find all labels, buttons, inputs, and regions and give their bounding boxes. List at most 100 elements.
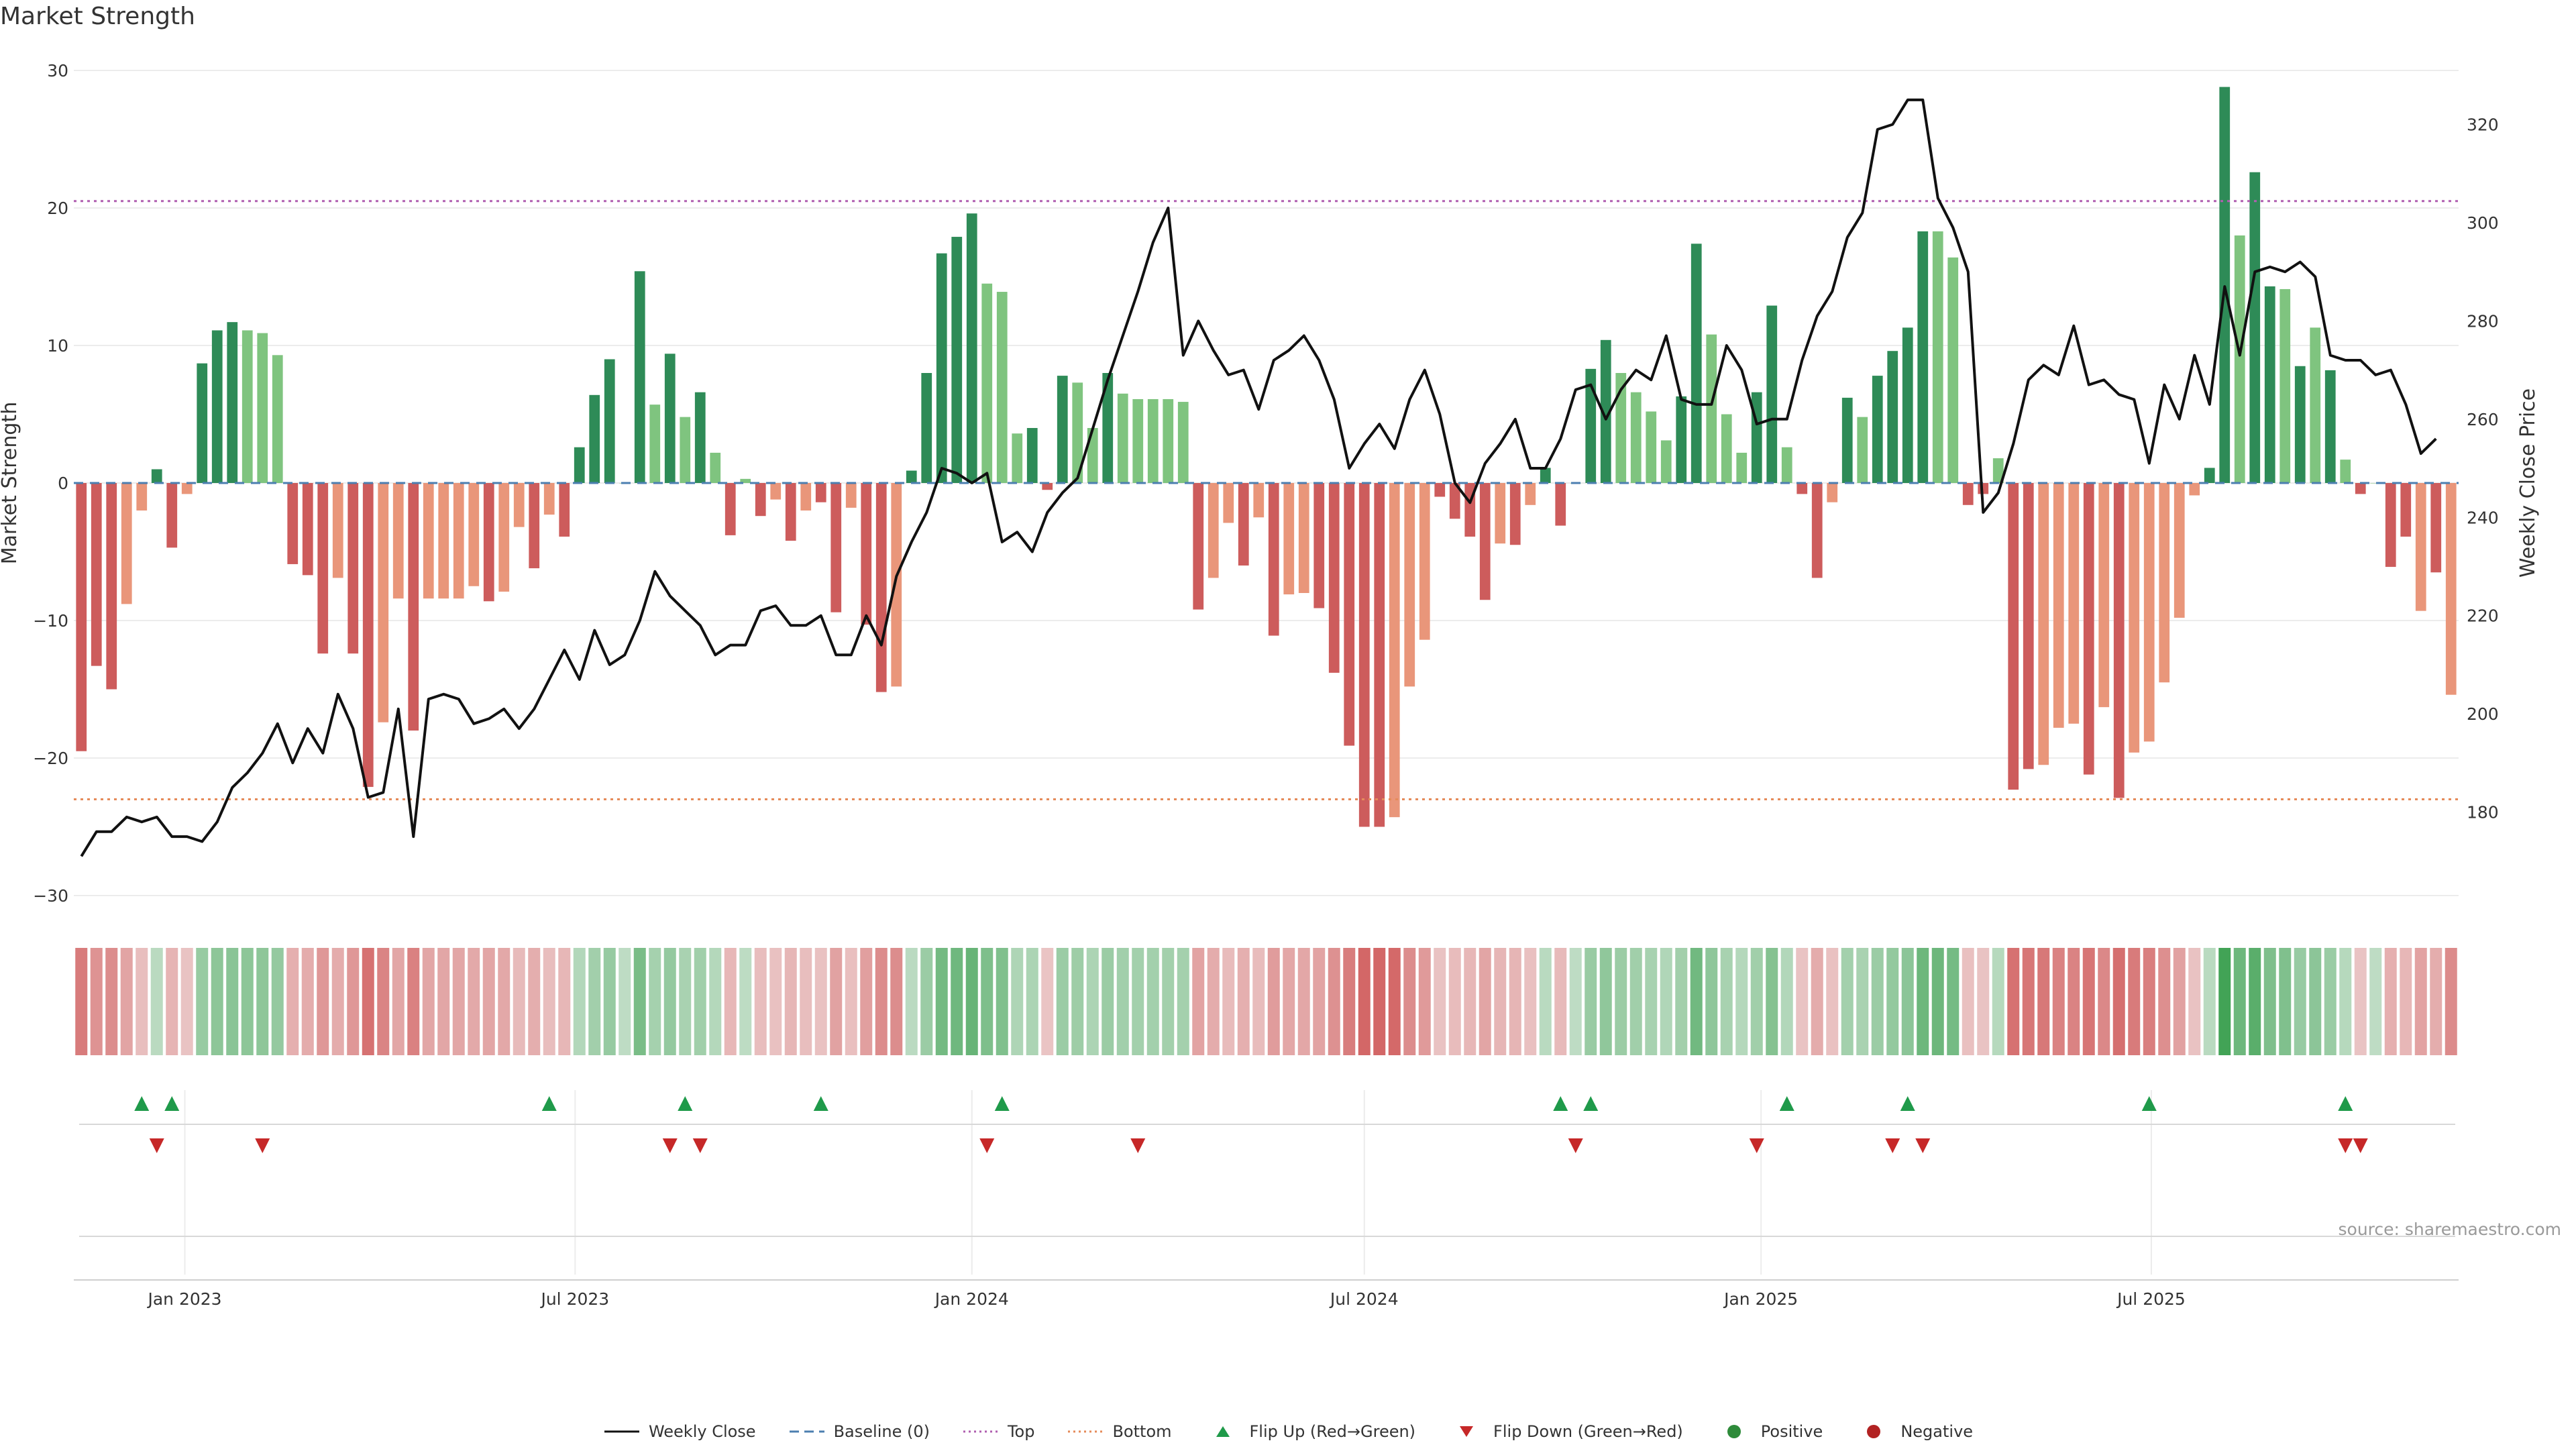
y-right-tick-label: 180 (2467, 803, 2499, 822)
heat-cell (1750, 948, 1763, 1055)
strength-bar (785, 483, 796, 541)
heat-cell (2414, 948, 2427, 1055)
heat-cell (724, 948, 737, 1055)
strength-bar (2068, 483, 2080, 724)
heat-cell (1479, 948, 1491, 1055)
heat-cell (1403, 948, 1416, 1055)
y-right-tick-label: 260 (2467, 410, 2499, 429)
strength-bar (1238, 483, 1249, 566)
heat-cell (1162, 948, 1175, 1055)
heat-cell (845, 948, 857, 1055)
strength-bar (1479, 483, 1491, 600)
heat-cell (1599, 948, 1612, 1055)
flip-up-marker (994, 1096, 1010, 1111)
strength-bar (2219, 87, 2231, 484)
heat-cell (2354, 948, 2367, 1055)
heat-cell (1886, 948, 1899, 1055)
heat-cell (1041, 948, 1054, 1055)
heat-cell (452, 948, 465, 1055)
heat-cell (2309, 948, 2322, 1055)
strength-bar (1811, 483, 1823, 578)
dotted-line-icon (1067, 1425, 1104, 1438)
strength-bar (121, 483, 132, 604)
heat-cell (1418, 948, 1431, 1055)
heat-cell (1720, 948, 1733, 1055)
heat-cell (1796, 948, 1809, 1055)
strength-bar (815, 483, 826, 502)
dashed-line-icon (788, 1425, 826, 1438)
y-axis-right-title: Weekly Close Price (2516, 388, 2540, 578)
heat-cell (1373, 948, 1386, 1055)
strength-bar (498, 483, 510, 592)
flip-up-marker (678, 1096, 693, 1111)
heat-cell (2445, 948, 2457, 1055)
heat-cell (663, 948, 676, 1055)
strength-bar (1766, 305, 1778, 483)
heat-cell (739, 948, 752, 1055)
strength-bar (861, 483, 872, 625)
heat-cell (1448, 948, 1461, 1055)
heat-cell (1056, 948, 1069, 1055)
strength-bar (2400, 483, 2412, 537)
flip-down-marker (662, 1138, 678, 1153)
strength-bar (1404, 483, 1415, 687)
y-left-tick-label: −30 (33, 886, 68, 906)
heat-cell (90, 948, 103, 1055)
y-left-tick-label: 0 (58, 474, 68, 493)
heat-cell (603, 948, 616, 1055)
strength-bar (2113, 483, 2125, 798)
strength-bar (392, 483, 404, 599)
flip-up-marker (164, 1096, 180, 1111)
legend-label: Bottom (1112, 1422, 1172, 1441)
x-tick-label: Jul 2024 (1329, 1289, 1399, 1309)
strength-bar (1117, 393, 1128, 483)
heat-cell (2384, 948, 2397, 1055)
strength-bar (408, 483, 419, 731)
strength-bar (589, 394, 600, 483)
strength-bar (724, 483, 736, 535)
flip-up-marker (134, 1096, 150, 1111)
heat-cell (649, 948, 661, 1055)
strength-bar (362, 483, 374, 788)
heat-cell (951, 948, 963, 1055)
legend-label: Weekly Close (648, 1422, 756, 1441)
strength-bar (1102, 373, 1114, 483)
heat-cell (814, 948, 827, 1055)
strength-bar (1992, 458, 2004, 483)
heat-cell (588, 948, 601, 1055)
strength-bar (106, 483, 117, 690)
heat-cell (241, 948, 254, 1055)
weekly-close-layer (80, 98, 2437, 857)
heat-cell (1992, 948, 2004, 1055)
heat-cell (1343, 948, 1356, 1055)
strength-bar (151, 469, 162, 483)
strength-bar (1012, 433, 1023, 483)
strength-bar (2310, 327, 2321, 483)
legend-label: Positive (1760, 1422, 1823, 1441)
strength-bar (2430, 483, 2442, 573)
heat-cell (2052, 948, 2065, 1055)
strength-bar (2294, 366, 2306, 483)
heat-cell (573, 948, 586, 1055)
strength-bar (317, 483, 329, 654)
strength-bar (1177, 402, 1189, 483)
heat-cell (166, 948, 178, 1055)
strength-bar (2143, 483, 2155, 742)
heat-cell (1871, 948, 1884, 1055)
heat-cell (317, 948, 329, 1055)
chart-legend: Weekly Close Baseline (0) Top Bottom Flip Up… (0, 1422, 2576, 1441)
heat-cell (498, 948, 511, 1055)
strength-bar (1328, 483, 1340, 673)
strength-bar (2204, 468, 2215, 483)
y-right-tick-label: 320 (2467, 115, 2499, 135)
flip-down-marker (2338, 1138, 2353, 1153)
flip-down-marker (1915, 1138, 1931, 1153)
flip-down-marker (1749, 1138, 1764, 1153)
strength-bar (1434, 483, 1446, 497)
flip-up-marker (541, 1096, 557, 1111)
axes-layer: −30 −20 −10 0 10 20 30 180 200 220 240 260 280 300 320… (33, 61, 2498, 1309)
strength-bar (1449, 483, 1460, 519)
heat-cell (1237, 948, 1250, 1055)
heat-cell (482, 948, 495, 1055)
strength-bar (529, 483, 540, 569)
